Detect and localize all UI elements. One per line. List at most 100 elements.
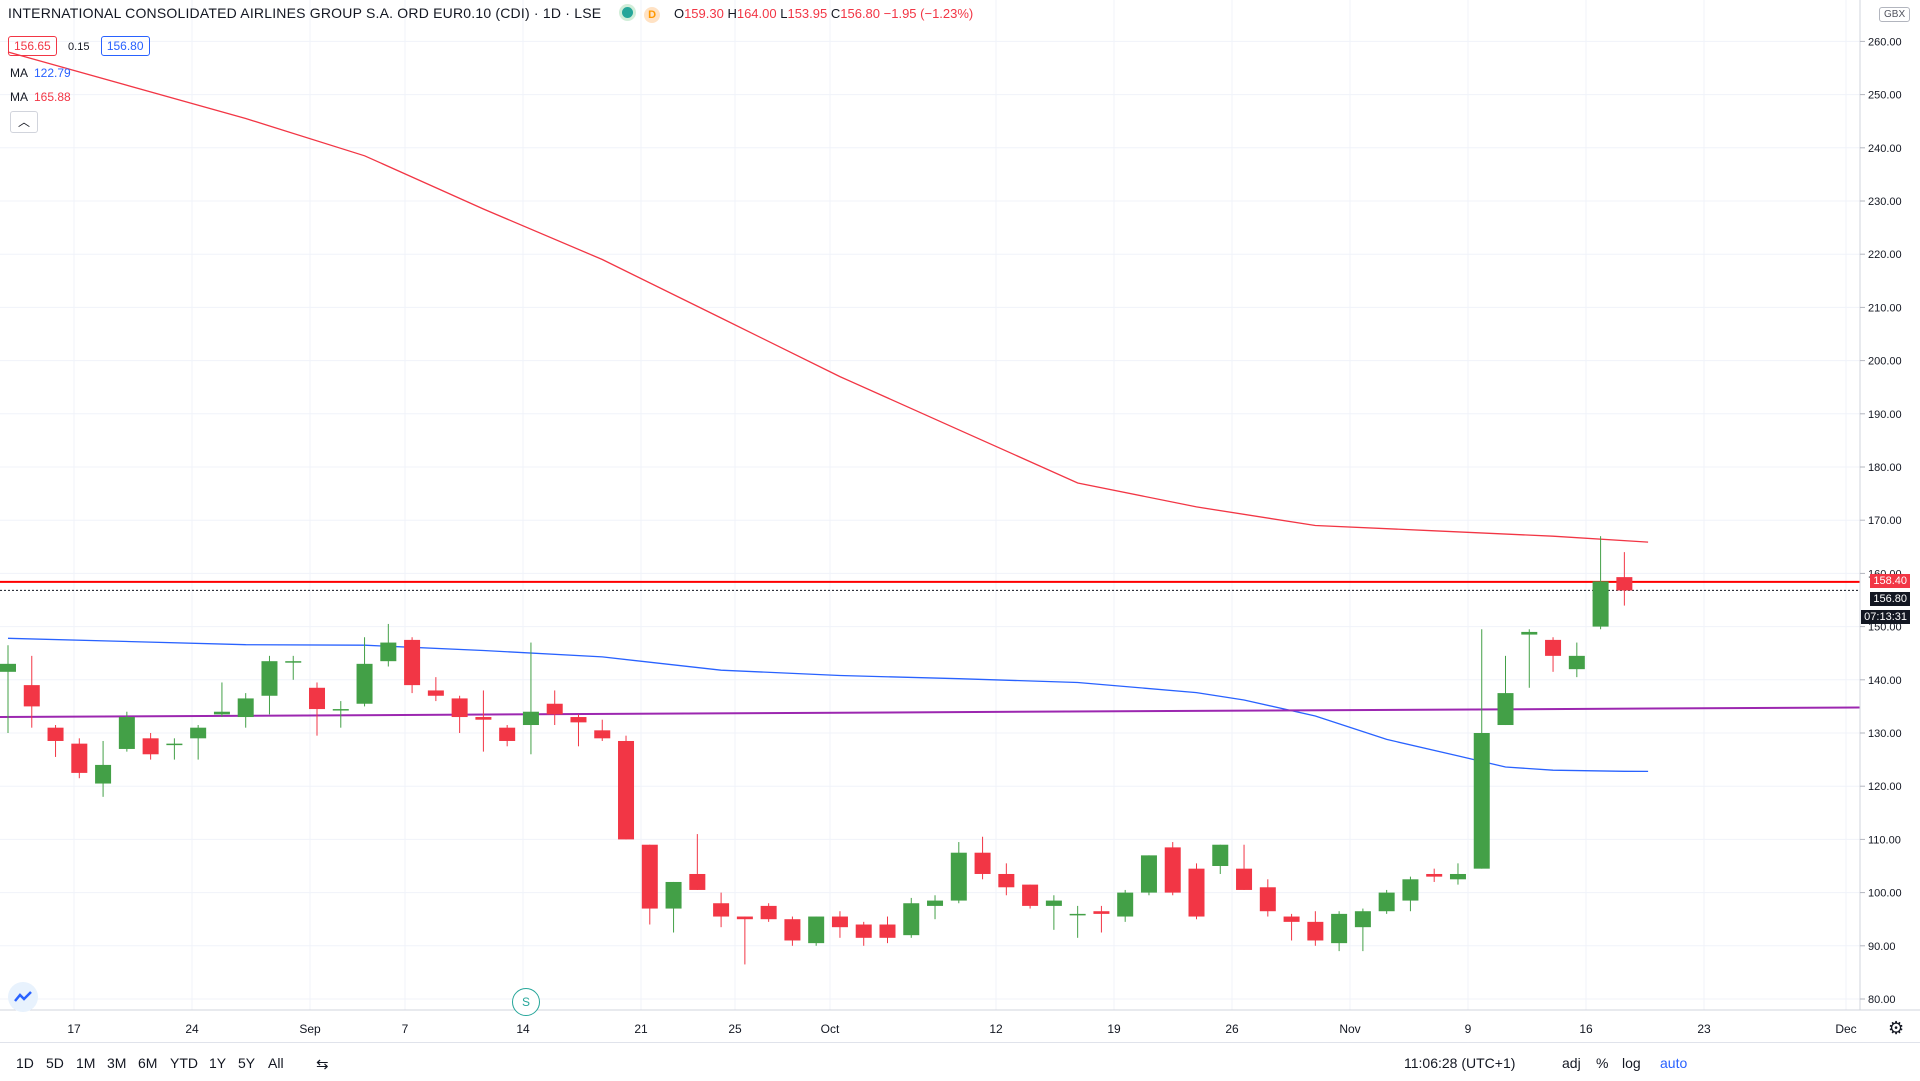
candle xyxy=(142,733,159,760)
low-value: 153.95 xyxy=(787,6,828,21)
close-value: 156.80 xyxy=(840,6,881,21)
ask-button[interactable]: 156.80 xyxy=(100,36,150,56)
candle xyxy=(1354,908,1371,952)
auto-toggle[interactable]: auto xyxy=(1660,1055,1688,1071)
moving-averages xyxy=(7,51,1649,773)
candle xyxy=(522,642,539,755)
timeframe-1d[interactable]: 1D xyxy=(16,1055,34,1071)
candle-body xyxy=(998,873,1015,888)
candle-body xyxy=(237,698,254,718)
candle-body xyxy=(1236,868,1253,890)
adj-toggle[interactable]: adj xyxy=(1562,1055,1581,1071)
timeframe-1y[interactable]: 1Y xyxy=(209,1055,227,1071)
candle xyxy=(1402,876,1419,912)
x-tick-label: 21 xyxy=(634,1022,648,1036)
candle-body xyxy=(332,709,349,711)
candle-body xyxy=(1402,879,1419,901)
ma-indicator-fast[interactable]: MA 122.79 xyxy=(10,66,71,80)
candle xyxy=(356,637,373,707)
x-tick-label: 25 xyxy=(728,1022,742,1036)
ma-label: MA xyxy=(10,66,28,80)
collapse-legend-button[interactable]: ︿ xyxy=(10,111,38,133)
candle xyxy=(1497,655,1514,726)
timeframe-ytd[interactable]: YTD xyxy=(170,1055,198,1071)
candle-body xyxy=(546,703,563,715)
candle-body xyxy=(1378,892,1395,912)
candle-body xyxy=(1212,844,1229,866)
currency-badge[interactable]: GBX xyxy=(1879,7,1911,22)
candle xyxy=(665,881,682,933)
splits-marker[interactable]: S xyxy=(512,988,540,1016)
candle xyxy=(285,655,302,680)
symbol-title[interactable]: INTERNATIONAL CONSOLIDATED AIRLINES GROU… xyxy=(8,5,602,21)
tradingview-logo-icon[interactable] xyxy=(8,982,38,1012)
candle-body xyxy=(213,711,230,715)
goto-date-icon[interactable]: ⇆ xyxy=(316,1056,329,1073)
close-label: C xyxy=(830,6,841,21)
candle xyxy=(1449,863,1466,885)
horizontal-lines xyxy=(0,580,1861,719)
candle xyxy=(594,719,611,741)
candle xyxy=(1307,911,1324,946)
timeframe-5d[interactable]: 5D xyxy=(46,1055,64,1071)
timeframe-3m[interactable]: 3M xyxy=(107,1055,127,1071)
candle-body xyxy=(142,738,159,755)
y-tick-label: 210.00 xyxy=(1868,302,1902,314)
candle xyxy=(380,623,397,667)
candle xyxy=(1236,844,1253,890)
candle-body xyxy=(404,639,421,686)
time-axis[interactable]: 17 24 Sep 7 14 21 25 Oct 12 19 26 Nov 9 16 23 Dec xyxy=(0,1009,1920,1036)
percent-toggle[interactable]: % xyxy=(1596,1055,1609,1071)
bid-button[interactable]: 156.65 xyxy=(8,36,57,56)
candle xyxy=(309,682,326,736)
ma-label: MA xyxy=(10,90,28,104)
candle-body xyxy=(1259,887,1276,912)
y-tick-label: 140.00 xyxy=(1868,675,1902,687)
y-tick-label: 230.00 xyxy=(1868,196,1902,208)
timeframe-all[interactable]: All xyxy=(268,1055,284,1071)
y-tick-label: 130.00 xyxy=(1868,728,1902,740)
candle xyxy=(0,645,16,733)
clock[interactable]: 11:06:28 (UTC+1) xyxy=(1404,1055,1516,1071)
candle xyxy=(974,836,991,880)
candle-body xyxy=(451,698,468,718)
settings-gear-icon[interactable]: ⚙ xyxy=(1888,1018,1905,1038)
candle-body xyxy=(1307,921,1324,941)
candle xyxy=(641,844,658,925)
candle xyxy=(427,677,444,702)
candle xyxy=(118,711,135,752)
ma-indicator-slow[interactable]: MA 165.88 xyxy=(10,90,71,104)
timeframe-6m[interactable]: 6M xyxy=(138,1055,158,1071)
candle-body xyxy=(1093,911,1110,914)
x-tick-label: Nov xyxy=(1339,1022,1360,1036)
ma-value: 165.88 xyxy=(34,90,71,104)
data-flag-icon: D xyxy=(644,7,661,23)
candle xyxy=(95,740,112,797)
countdown-tag: 07:13:31 xyxy=(1861,610,1910,624)
candle-body xyxy=(1521,631,1538,635)
timeframe-1m[interactable]: 1M xyxy=(76,1055,96,1071)
support-line xyxy=(0,706,1861,719)
candle xyxy=(903,897,920,938)
ma-line xyxy=(7,637,1649,773)
open-value: 159.30 xyxy=(684,6,724,21)
open-label: O xyxy=(673,6,685,21)
candle-body xyxy=(356,663,373,704)
candle-body xyxy=(1188,868,1205,917)
x-tick-label: 16 xyxy=(1579,1022,1593,1036)
price-chart[interactable]: 80.00 90.00 100.00 110.00 120.00 130.00 140.00… xyxy=(0,0,1920,1042)
candle-body xyxy=(808,916,825,944)
candle-body xyxy=(974,852,991,874)
candle-body xyxy=(927,900,944,906)
log-toggle[interactable]: log xyxy=(1622,1055,1641,1071)
candle xyxy=(998,863,1015,896)
price-axis[interactable]: 80.00 90.00 100.00 110.00 120.00 130.00 140.00… xyxy=(1859,0,1902,1010)
y-tick-label: 200.00 xyxy=(1868,356,1902,368)
x-tick-label: 14 xyxy=(516,1022,530,1036)
candle xyxy=(1473,629,1490,869)
candle xyxy=(736,916,753,965)
timeframe-5y[interactable]: 5Y xyxy=(238,1055,256,1071)
candle-body xyxy=(0,663,16,672)
candle xyxy=(1616,552,1633,606)
candle-body xyxy=(831,916,848,928)
